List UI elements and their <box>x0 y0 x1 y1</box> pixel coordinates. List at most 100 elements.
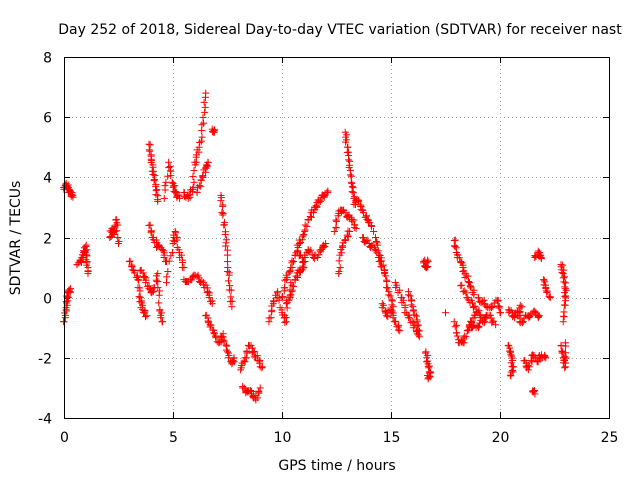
data-point <box>65 286 73 294</box>
data-point <box>294 243 302 251</box>
data-point <box>197 137 205 145</box>
data-point <box>81 247 89 255</box>
data-point <box>462 289 470 297</box>
data-point <box>400 296 408 304</box>
data-point <box>164 268 172 276</box>
data-point <box>306 212 314 220</box>
data-point <box>396 327 404 335</box>
data-point <box>154 197 162 205</box>
data-point <box>516 301 524 309</box>
data-point <box>557 341 565 349</box>
data-point <box>114 221 122 229</box>
data-point <box>561 363 569 371</box>
data-point <box>222 242 230 250</box>
data-point <box>149 161 157 169</box>
data-point <box>177 251 185 259</box>
data-point <box>320 192 328 200</box>
data-point <box>152 182 160 190</box>
data-point <box>561 293 569 301</box>
data-point <box>126 257 134 265</box>
data-point <box>559 348 567 356</box>
data-point <box>205 291 213 299</box>
data-point <box>154 284 162 292</box>
data-point <box>178 256 186 264</box>
data-point <box>190 178 198 186</box>
data-point <box>171 227 179 235</box>
data-point <box>220 221 228 229</box>
data-point <box>115 240 122 248</box>
data-point <box>346 171 354 179</box>
data-point <box>343 231 351 239</box>
data-point <box>345 156 353 164</box>
data-point <box>464 278 472 286</box>
data-point <box>465 279 473 287</box>
data-point <box>254 394 262 402</box>
data-point <box>406 292 414 300</box>
data-point <box>337 249 345 257</box>
data-point <box>409 307 417 315</box>
data-point <box>362 212 370 220</box>
data-point <box>347 172 355 180</box>
data-point <box>153 186 161 194</box>
data-point <box>228 359 236 367</box>
data-point <box>287 291 295 299</box>
data-point <box>372 237 380 245</box>
data-point <box>372 233 380 241</box>
data-point <box>228 303 236 311</box>
data-point <box>481 318 489 326</box>
data-point <box>495 304 503 312</box>
data-point <box>404 291 412 299</box>
data-point <box>198 277 206 285</box>
data-point <box>114 233 122 241</box>
data-point <box>336 264 344 272</box>
data-point <box>169 183 177 191</box>
data-point <box>84 270 92 278</box>
data-point <box>154 270 162 278</box>
data-point <box>192 153 200 161</box>
data-point <box>253 351 261 359</box>
data-point <box>386 292 394 300</box>
data-point <box>202 163 210 171</box>
data-point <box>199 113 207 121</box>
data-point <box>379 261 387 269</box>
data-point <box>424 256 432 264</box>
data-point <box>225 271 233 279</box>
data-point <box>173 236 181 244</box>
data-point <box>524 361 532 369</box>
data-point <box>561 364 569 372</box>
y-axis-label: SDTVAR / TECUs <box>8 181 24 296</box>
data-point <box>155 291 163 299</box>
data-point <box>508 366 516 374</box>
data-point <box>135 276 143 284</box>
data-point <box>208 300 216 308</box>
data-point <box>256 384 264 392</box>
data-point <box>256 359 264 367</box>
data-point <box>424 362 432 370</box>
data-point <box>388 301 396 309</box>
data-point <box>338 243 346 251</box>
data-point <box>155 242 163 250</box>
data-point <box>165 158 173 166</box>
data-point <box>451 236 459 244</box>
data-point <box>349 189 357 197</box>
data-point <box>111 222 119 230</box>
data-point <box>534 358 542 366</box>
y-tick-label: 6 <box>43 111 52 127</box>
data-point <box>351 221 359 229</box>
data-point <box>370 227 378 235</box>
data-point <box>134 276 142 284</box>
data-point <box>383 276 391 284</box>
data-point <box>294 247 302 255</box>
data-point <box>237 364 245 372</box>
x-tick-label: 25 <box>601 430 619 446</box>
data-point <box>317 197 325 205</box>
data-point <box>507 351 515 359</box>
data-point <box>217 197 225 205</box>
data-point <box>424 258 432 266</box>
data-point <box>452 329 460 337</box>
data-point <box>345 212 353 220</box>
data-point <box>190 167 198 175</box>
grid-lines <box>64 57 609 418</box>
x-tick-label: 5 <box>169 430 178 446</box>
data-point <box>180 264 188 272</box>
